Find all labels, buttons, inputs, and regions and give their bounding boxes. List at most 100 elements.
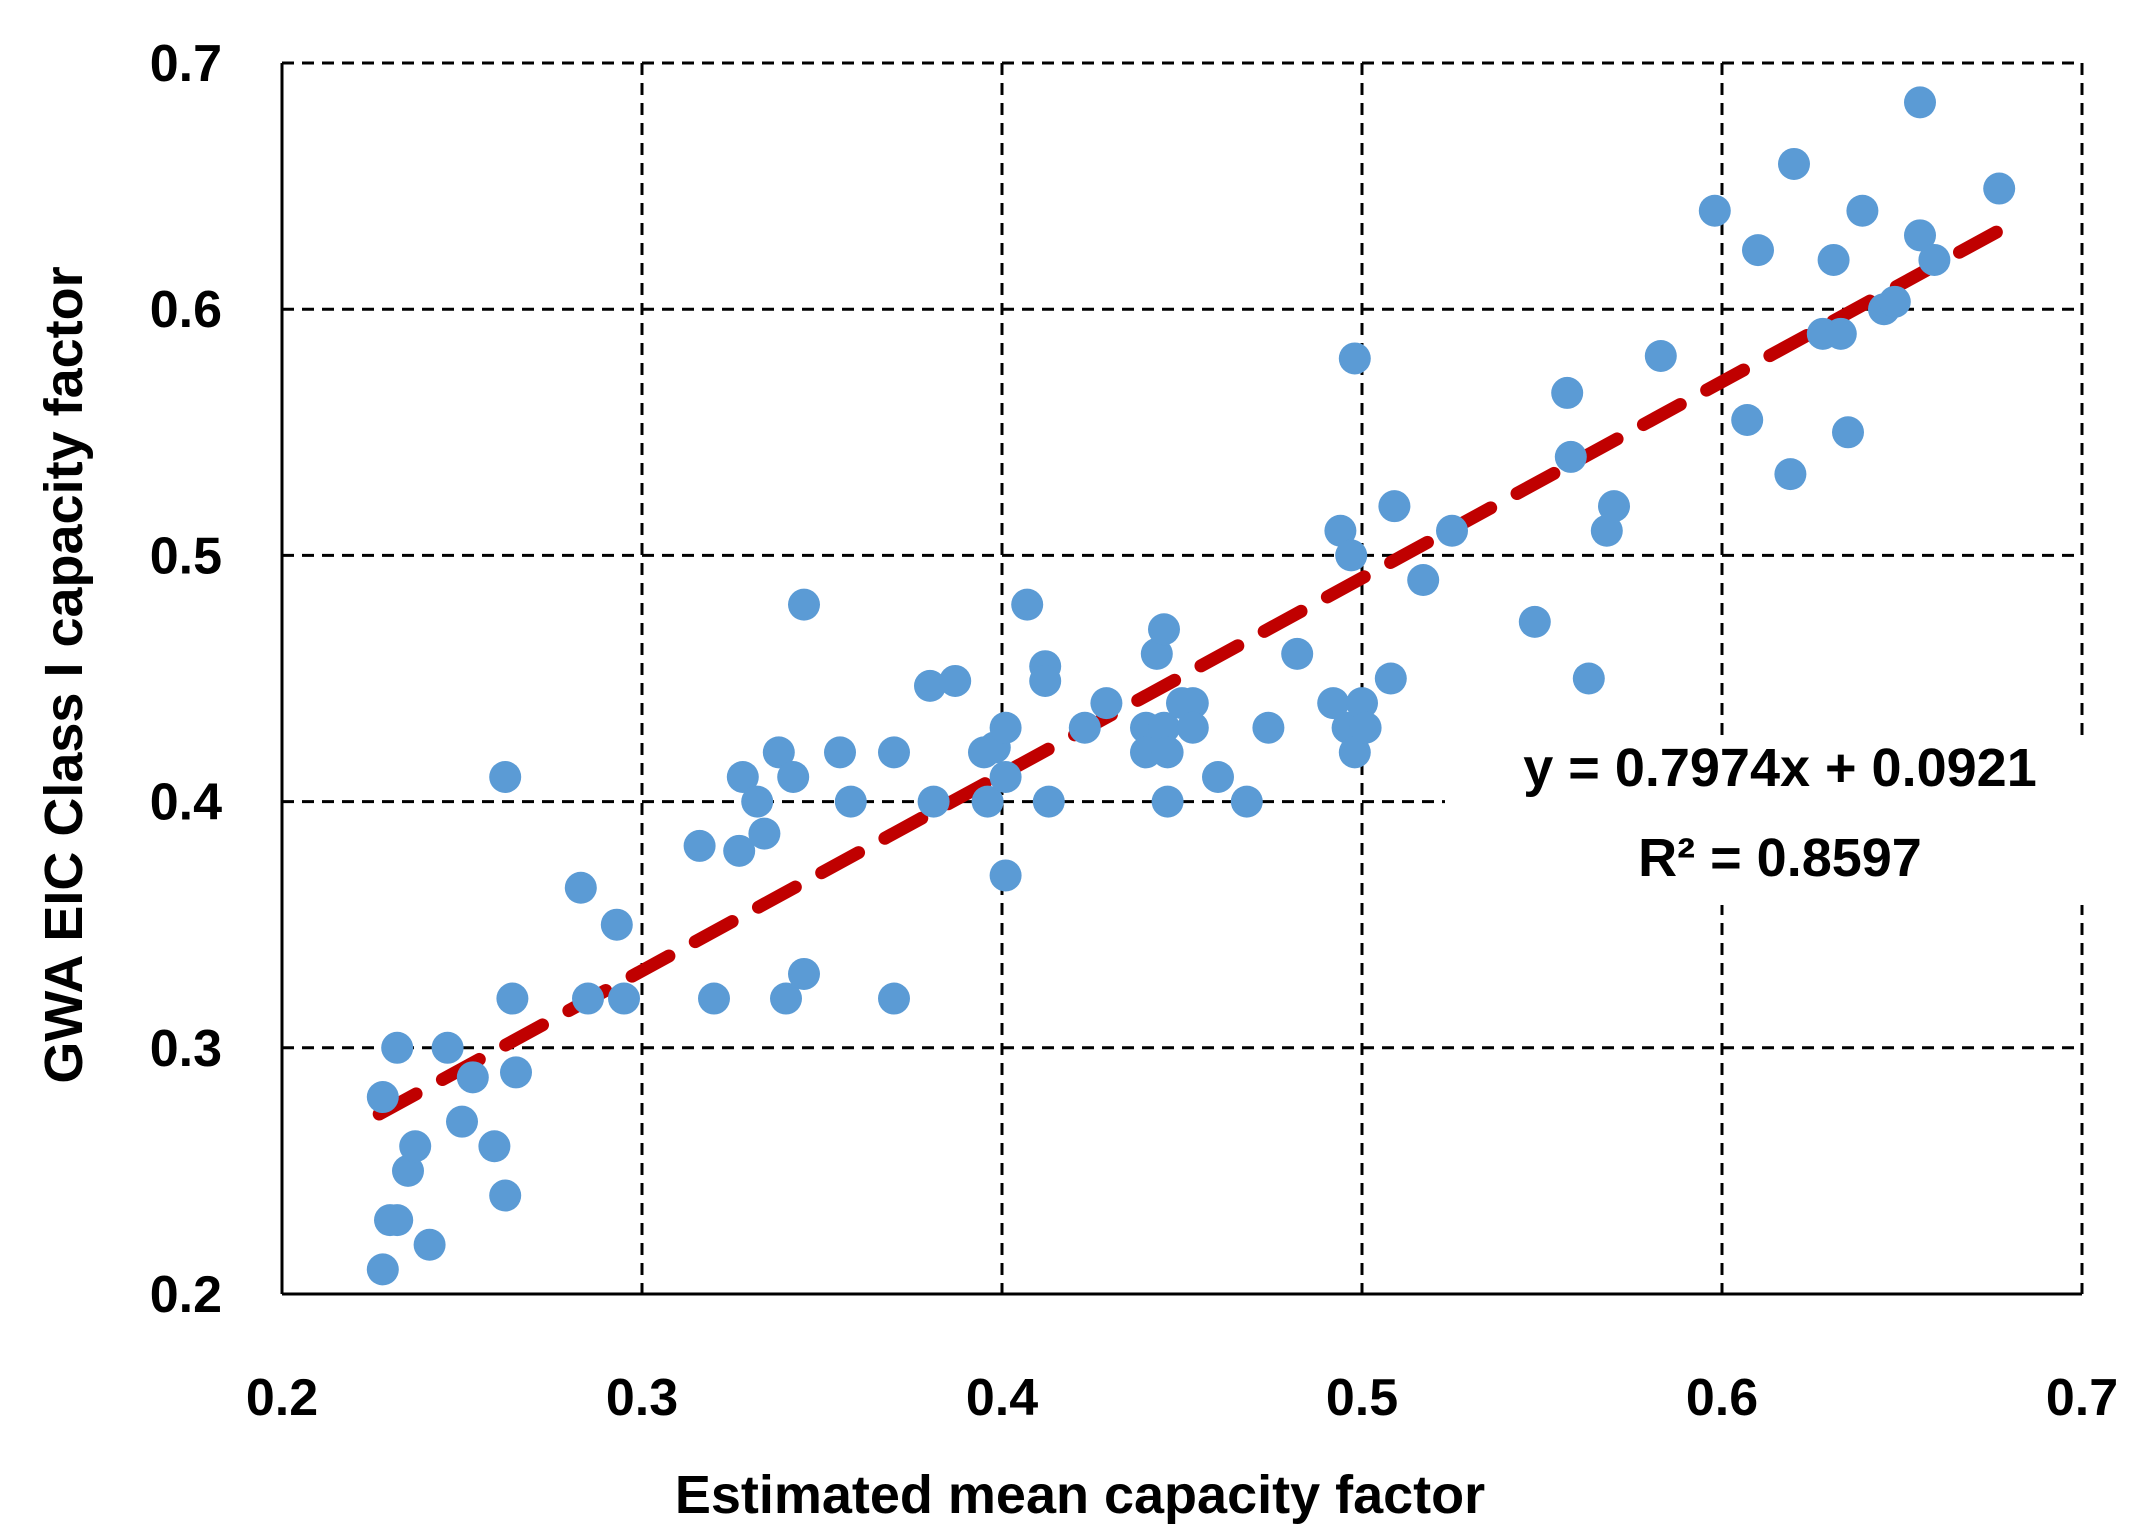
data-point <box>1090 687 1123 720</box>
data-point <box>788 957 820 990</box>
data-point <box>834 785 867 818</box>
data-point <box>1176 687 1209 720</box>
data-point <box>1983 172 2016 205</box>
trendline-equation: y = 0.7974x + 0.0921 <box>1523 738 2036 798</box>
y-tick-label: 0.4 <box>150 774 222 832</box>
data-point <box>777 760 810 793</box>
data-point <box>989 760 1022 793</box>
data-point <box>381 1204 414 1237</box>
data-point <box>366 1081 399 1114</box>
data-point <box>1551 376 1584 409</box>
data-point <box>914 669 946 702</box>
data-point <box>456 1061 489 1094</box>
data-point <box>917 785 950 818</box>
data-point <box>1846 194 1879 227</box>
data-point <box>762 736 795 769</box>
data-point <box>971 785 1004 818</box>
grid-lines <box>282 61 2084 1294</box>
data-point <box>741 785 774 818</box>
data-point <box>1011 588 1044 621</box>
data-point <box>1590 514 1623 547</box>
data-point <box>770 982 802 1015</box>
data-point <box>1140 637 1173 670</box>
data-point <box>723 834 756 867</box>
data-point <box>1918 243 1951 276</box>
data-point <box>399 1130 432 1163</box>
data-point <box>392 1154 424 1187</box>
axes <box>280 63 2082 1296</box>
data-point <box>1572 662 1605 695</box>
data-point <box>1202 760 1234 793</box>
data-point <box>1378 490 1411 523</box>
data-point <box>1878 285 1911 318</box>
data-point <box>698 982 730 1015</box>
data-point <box>1824 317 1857 350</box>
data-point <box>608 982 640 1015</box>
x-tick-labels: 0.2 0.3 0.4 0.5 0.6 0.7 <box>246 1369 2118 1427</box>
data-point <box>413 1228 446 1261</box>
data-point <box>572 982 604 1015</box>
data-point <box>1598 490 1630 523</box>
data-point <box>600 908 633 941</box>
y-tick-label: 0.2 <box>150 1266 222 1324</box>
data-point <box>1252 711 1285 744</box>
data-point <box>683 829 716 862</box>
x-tick-label: 0.4 <box>966 1369 1038 1427</box>
data-point <box>1817 243 1850 276</box>
data-point <box>1176 711 1209 744</box>
data-point <box>1554 440 1587 473</box>
data-point <box>1436 514 1468 547</box>
x-tick-label: 0.5 <box>1326 1369 1398 1427</box>
data-point <box>1148 613 1180 646</box>
x-axis-title: Estimated mean capacity factor <box>675 1465 1485 1525</box>
data-point <box>1644 339 1677 372</box>
data-point <box>496 982 529 1015</box>
data-point <box>366 1253 399 1286</box>
data-point <box>878 982 910 1015</box>
data-point <box>1407 564 1440 597</box>
data-point <box>1742 234 1774 267</box>
annotation-background <box>1445 735 2112 905</box>
data-point <box>1374 662 1407 695</box>
data-point <box>939 664 972 697</box>
data-point <box>489 760 522 793</box>
data-point <box>1778 147 1810 180</box>
data-point <box>381 1031 414 1064</box>
data-point <box>748 817 781 850</box>
data-point <box>1832 416 1864 449</box>
data-point <box>1151 736 1184 769</box>
data-point <box>1151 785 1184 818</box>
x-tick-label: 0.3 <box>606 1369 678 1427</box>
data-point <box>446 1105 478 1138</box>
data-point <box>1338 736 1371 769</box>
data-point <box>824 736 856 769</box>
data-point <box>1904 86 1936 119</box>
data-point <box>1317 687 1350 720</box>
y-axis-title: GWA EIC Class I capacity factor <box>34 266 94 1083</box>
data-point <box>1032 785 1065 818</box>
data-point <box>489 1179 522 1212</box>
data-point <box>1338 342 1371 375</box>
data-point <box>1774 458 1807 491</box>
y-tick-label: 0.5 <box>150 527 222 585</box>
data-points <box>366 86 2016 1286</box>
data-point <box>1230 785 1263 818</box>
x-tick-label: 0.2 <box>246 1369 318 1427</box>
data-point <box>1346 687 1378 720</box>
y-tick-labels: 0.2 0.3 0.4 0.5 0.6 0.7 <box>150 35 222 1324</box>
data-point <box>1029 664 1062 697</box>
data-point <box>1281 637 1314 670</box>
data-point <box>478 1130 511 1163</box>
y-tick-label: 0.7 <box>150 35 222 93</box>
data-point <box>878 736 910 769</box>
data-point <box>1335 539 1368 572</box>
data-point <box>500 1056 532 1089</box>
data-point <box>1324 514 1357 547</box>
data-point <box>726 760 759 793</box>
data-point <box>431 1031 464 1064</box>
data-point <box>1904 219 1936 252</box>
data-point <box>564 871 597 904</box>
data-point <box>989 711 1022 744</box>
trendline <box>372 224 2006 1121</box>
